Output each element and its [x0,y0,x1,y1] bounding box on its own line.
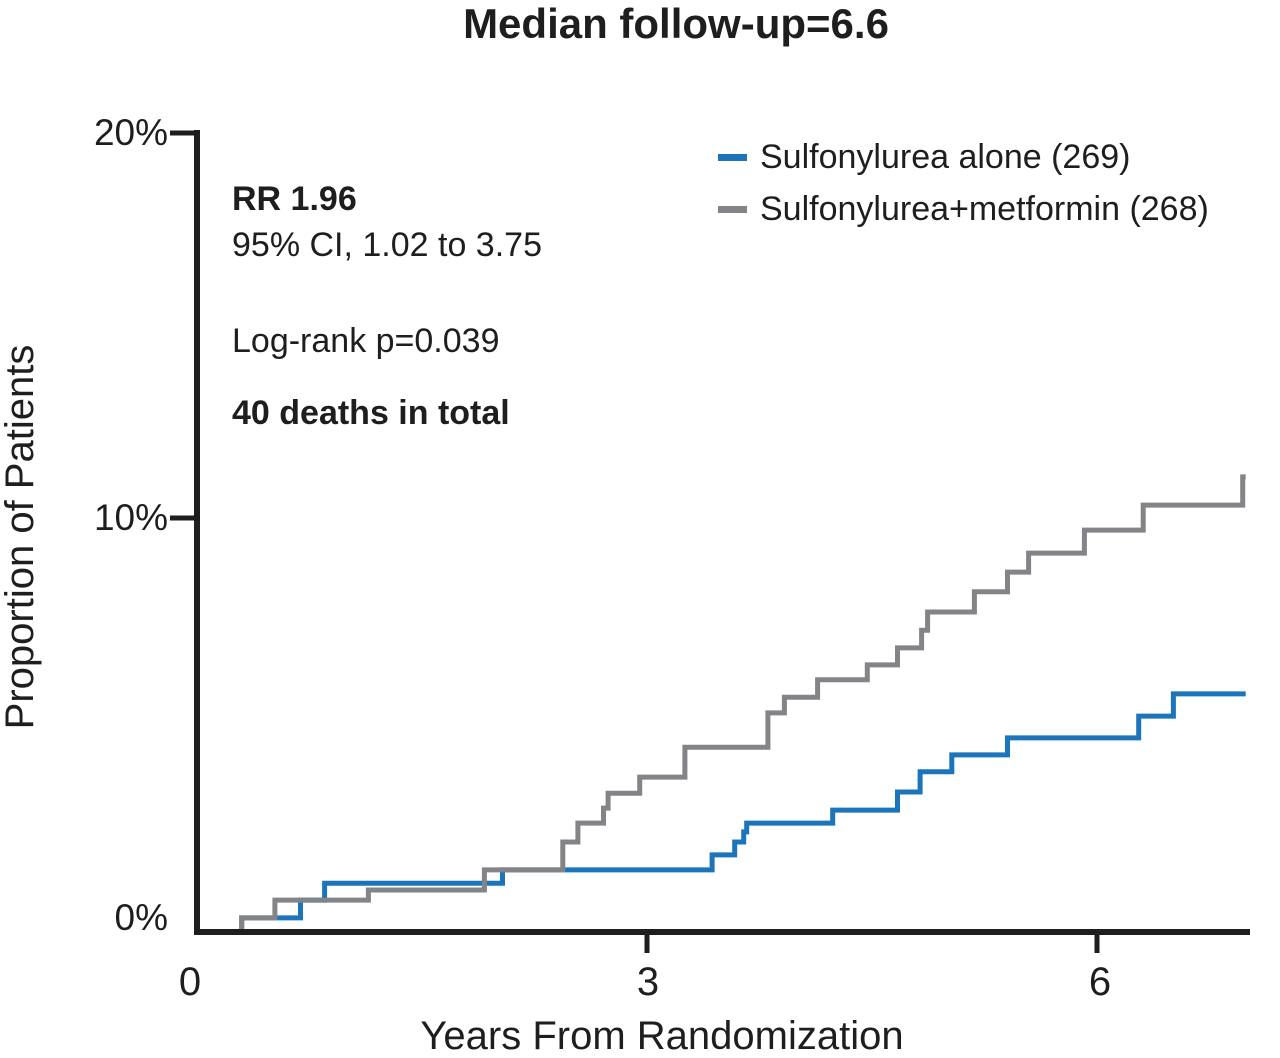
legend-label: Sulfonylurea alone (269) [760,137,1131,176]
x-axis-title: Years From Randomization [420,1014,904,1058]
y-axis-title: Proportion of Patients [0,344,42,730]
y-tick-label-0: 0% [114,897,168,938]
chart-title: Median follow-up=6.6 [463,0,889,47]
legend-item-sulfonylurea-alone: Sulfonylurea alone (269) [718,136,1130,178]
y-tick-label-10: 10% [93,497,168,538]
km-curve-sulfonylurea-metformin [195,474,1246,935]
annotation-deaths: 40 deaths in total [232,394,510,432]
km-curve-sulfonylurea-alone [195,691,1246,935]
legend-swatch-blue [718,153,747,161]
x-tick-label-3: 3 [636,960,660,1004]
legend-swatch-gray [718,205,747,213]
legend-label: Sulfonylurea+metformin (268) [760,189,1209,228]
annotation-rr: RR 1.96 [232,180,357,218]
legend-item-sulfonylurea-metformin: Sulfonylurea+metformin (268) [718,188,1209,230]
y-tick-label-20: 20% [93,112,168,153]
x-tick-label-0: 0 [178,960,202,1004]
x-tick-label-6: 6 [1088,960,1112,1004]
annotation-logrank: Log-rank p=0.039 [232,322,500,360]
annotation-ci: 95% CI, 1.02 to 3.75 [232,226,542,264]
